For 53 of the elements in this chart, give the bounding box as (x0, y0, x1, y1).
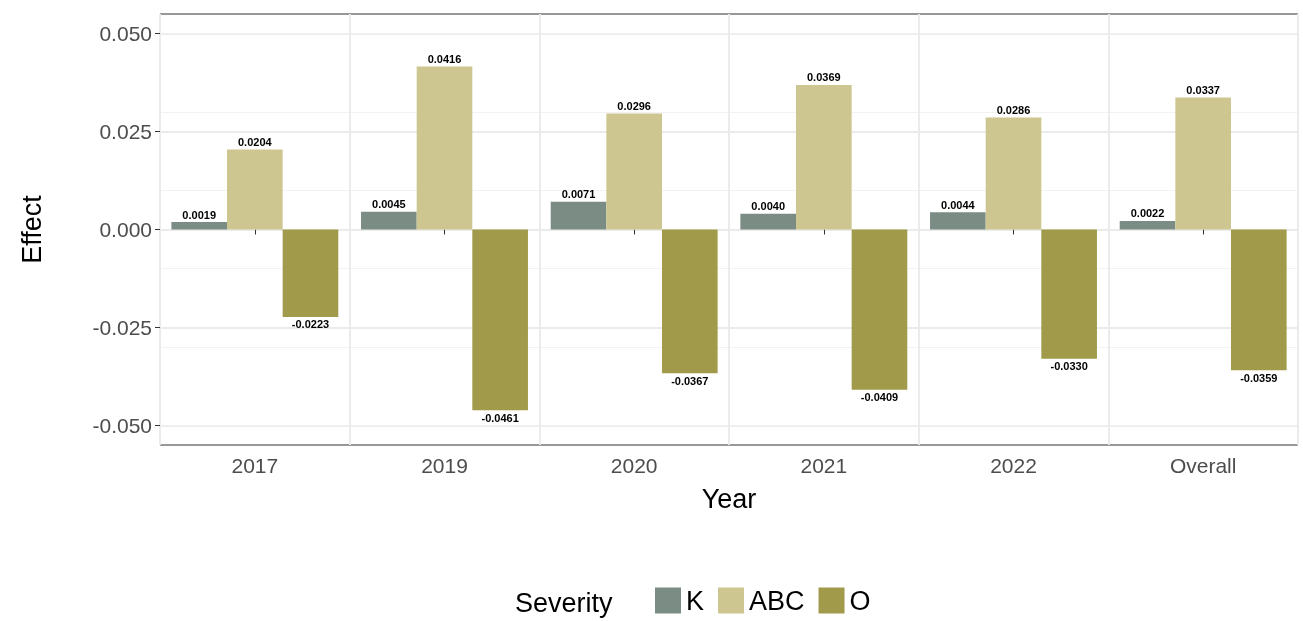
data-label: 0.0044 (941, 198, 976, 211)
x-tick-label: 2017 (231, 454, 279, 477)
x-tick-label: Overall (1169, 454, 1237, 477)
data-label: 0.0369 (807, 71, 841, 84)
data-label: 0.0040 (751, 200, 786, 213)
y-tick-label: 0.025 (99, 120, 152, 144)
y-tick-label: 0.050 (99, 22, 152, 46)
bar (985, 117, 1042, 230)
bar (416, 66, 473, 230)
bar (227, 149, 283, 230)
data-label: 0.0019 (182, 208, 217, 221)
data-label: 0.0045 (372, 198, 406, 211)
bar (282, 229, 339, 317)
x-axis-title: Year (701, 483, 757, 514)
bar (796, 84, 852, 230)
bar (1041, 229, 1097, 359)
bar (1119, 220, 1176, 230)
data-label: -0.0223 (291, 318, 330, 331)
data-label: -0.0461 (481, 411, 519, 424)
bar (1230, 229, 1287, 371)
bar (930, 212, 986, 230)
bar (171, 222, 228, 230)
data-label: -0.0359 (1240, 371, 1278, 384)
legend-label: ABC (749, 585, 805, 616)
bar (1175, 97, 1231, 230)
y-tick-label: -0.050 (92, 413, 152, 437)
bar (606, 113, 662, 230)
y-tick-label: 0.000 (99, 218, 152, 241)
y-axis-title: Effect (16, 194, 47, 264)
data-label: 0.0296 (617, 100, 651, 113)
data-label: 0.0286 (996, 103, 1031, 116)
y-tick-label: -0.025 (92, 315, 152, 339)
bar (361, 211, 417, 230)
bar (661, 229, 718, 374)
x-tick-label: 2022 (990, 454, 1037, 477)
legend-title: Severity (515, 587, 614, 618)
bar (550, 201, 607, 230)
data-label: -0.0409 (860, 391, 899, 404)
data-label: -0.0330 (1050, 360, 1088, 373)
data-label: 0.0416 (427, 53, 462, 65)
x-tick-label: 2020 (610, 454, 658, 477)
bar (472, 229, 528, 411)
data-label: -0.0367 (671, 374, 709, 387)
data-label: 0.0022 (1130, 207, 1165, 220)
legend-label: K (686, 585, 705, 616)
data-label: 0.0337 (1186, 83, 1220, 96)
x-tick-label: 2019 (421, 454, 468, 477)
x-tick-label: 2021 (800, 454, 848, 477)
bar (740, 213, 797, 230)
data-label: 0.0204 (238, 136, 273, 149)
legend-label: O (849, 585, 871, 616)
data-label: 0.0071 (561, 188, 596, 201)
bar (851, 229, 908, 390)
